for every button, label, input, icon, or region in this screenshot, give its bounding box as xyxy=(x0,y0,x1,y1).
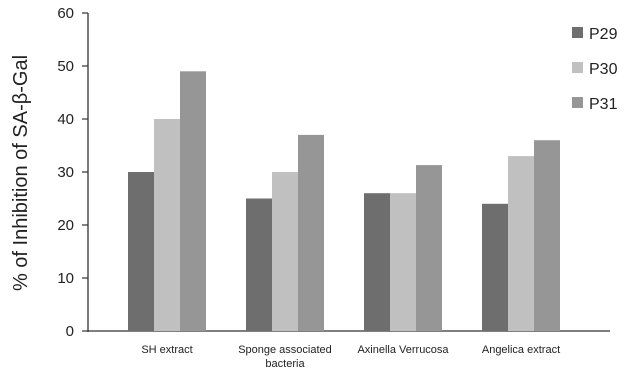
bar-p31-1 xyxy=(298,134,324,331)
legend-label-p29: P29 xyxy=(589,26,618,43)
y-tick-label: 10 xyxy=(57,270,74,287)
y-tick-label: 0 xyxy=(66,323,74,340)
y-tick-label: 40 xyxy=(57,111,74,128)
x-tick-label: SH extract xyxy=(141,344,192,356)
legend-label-p31: P31 xyxy=(589,96,618,113)
y-axis-label: % of Inhibition of SA-β-Gal xyxy=(10,55,32,291)
bars xyxy=(128,71,560,332)
bar-p30-1 xyxy=(272,172,298,331)
x-tick-label: bacteria xyxy=(265,358,305,370)
bar-p29-0 xyxy=(128,172,154,331)
bar-p31-3 xyxy=(534,140,560,331)
y-tick-label: 20 xyxy=(57,217,74,234)
y-tick-label: 30 xyxy=(57,164,74,181)
bar-p29-3 xyxy=(482,203,508,331)
bar-p30-2 xyxy=(390,193,416,331)
legend-swatch-p29 xyxy=(572,27,583,38)
bar-p31-0 xyxy=(180,71,206,332)
legend: P29 P30 P31 xyxy=(572,26,618,113)
x-ticks: SH extract Sponge associated bacteria Axine… xyxy=(141,344,560,370)
bar-p31-2 xyxy=(416,165,442,331)
x-tick-label: Sponge associated xyxy=(238,344,332,356)
y-ticks: 0 10 20 30 40 50 60 xyxy=(57,5,88,340)
y-tick-label: 60 xyxy=(57,5,74,22)
legend-swatch-p31 xyxy=(572,97,583,108)
bar-p29-2 xyxy=(364,193,390,331)
bar-p30-3 xyxy=(508,156,534,331)
x-tick-label: Angelica extract xyxy=(482,344,560,356)
bar-p30-0 xyxy=(154,119,180,331)
x-tick-label: Axinella Verrucosa xyxy=(357,344,449,356)
legend-label-p30: P30 xyxy=(589,61,618,78)
bar-p29-1 xyxy=(246,198,272,331)
legend-swatch-p30 xyxy=(572,62,583,73)
y-tick-label: 50 xyxy=(57,58,74,75)
